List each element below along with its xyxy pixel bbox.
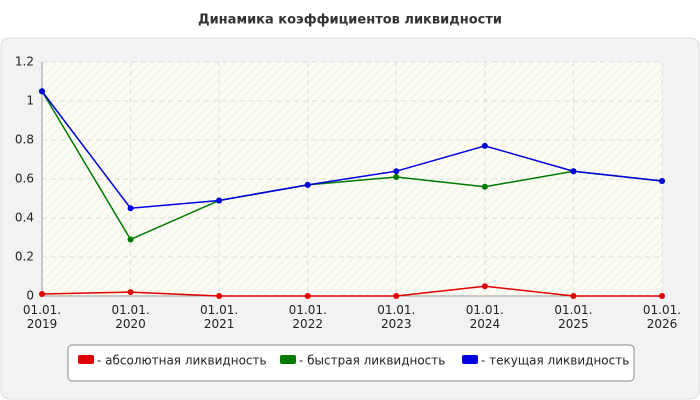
point — [393, 293, 400, 299]
point — [216, 293, 223, 299]
y-tick-label: 0.6 — [15, 172, 34, 186]
point — [39, 291, 45, 298]
x-tick-label: 01.01. 2025 — [554, 303, 593, 331]
legend — [67, 344, 635, 382]
point — [393, 168, 400, 175]
point — [659, 293, 665, 299]
legend-label: - текущая ликвидность — [481, 354, 629, 368]
x-tick-label: 01.01. 2023 — [377, 303, 416, 331]
series-line — [41, 285, 662, 297]
y-tick-label: 0 — [26, 289, 34, 303]
point — [304, 181, 311, 188]
legend-swatch — [78, 355, 94, 364]
y-tick-label: 0.2 — [15, 250, 34, 264]
legend-swatch — [280, 355, 296, 364]
point — [39, 88, 45, 95]
point — [570, 293, 577, 299]
x-tick-label: 01.01. 2022 — [288, 303, 327, 331]
series-line — [41, 90, 663, 241]
point — [393, 174, 400, 181]
legend-label: - быстрая ликвидность — [299, 354, 445, 368]
y-tick-label: 0.8 — [15, 133, 34, 147]
y-tick-label: 1 — [26, 94, 34, 108]
x-tick-label: 01.01. 2020 — [111, 303, 150, 331]
point — [481, 183, 488, 190]
point — [481, 142, 488, 149]
series-line — [41, 90, 663, 210]
point — [216, 197, 223, 204]
chart-title: Динамика коэффициентов ликвидности — [198, 13, 502, 28]
y-tick-label: 0.4 — [15, 211, 34, 225]
point — [659, 177, 665, 184]
legend-swatch — [462, 355, 478, 364]
point — [304, 293, 311, 299]
legend-label: - абсолютная ликвидность — [97, 354, 267, 368]
point — [127, 289, 134, 296]
point — [481, 283, 488, 290]
point — [127, 205, 134, 212]
point — [570, 168, 577, 175]
x-tick-label: 01.01. 2019 — [22, 303, 62, 331]
x-tick-label: 01.01. 2026 — [642, 303, 682, 331]
x-tick-label: 01.01. 2021 — [200, 303, 239, 331]
x-tick-label: 01.01. 2024 — [465, 303, 504, 331]
point — [127, 236, 134, 243]
y-tick-label: 1.2 — [15, 55, 34, 69]
